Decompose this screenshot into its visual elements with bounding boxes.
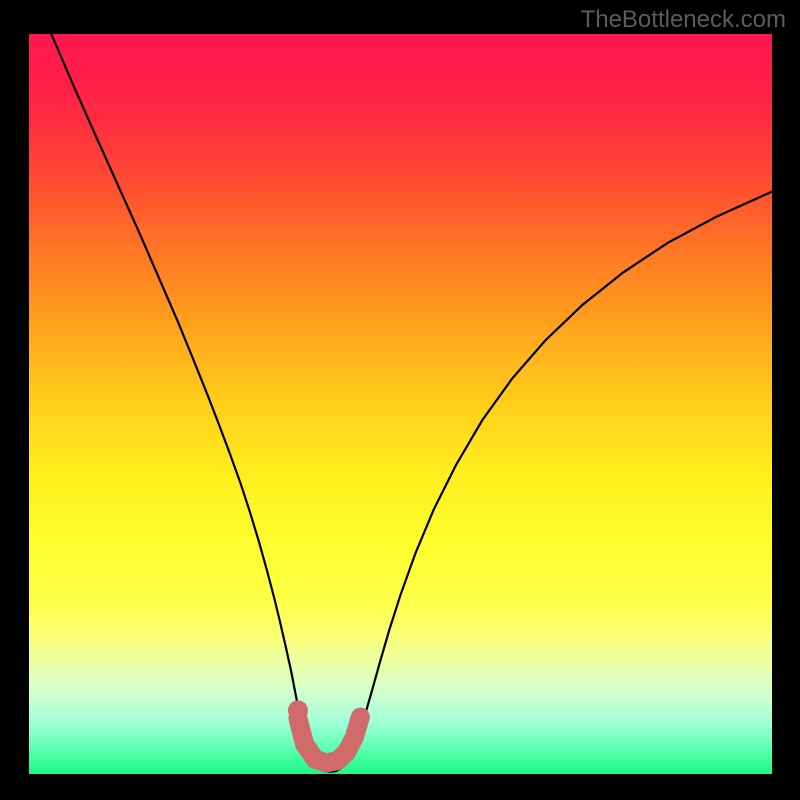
marker-path: [298, 717, 360, 763]
watermark-text: TheBottleneck.com: [581, 6, 786, 34]
plot-area: [29, 34, 772, 774]
marker-dot: [288, 700, 308, 720]
highlight-marker: [29, 34, 772, 774]
chart-frame: [29, 34, 772, 774]
